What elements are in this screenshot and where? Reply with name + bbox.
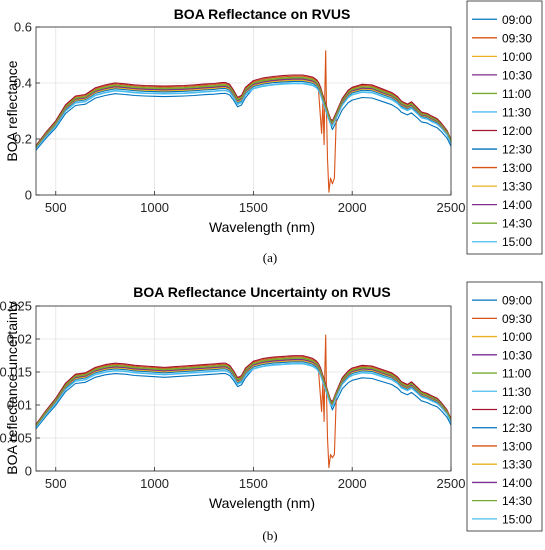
chart-a-lines [35,50,452,193]
chart-b-ytick-label: 0.015 [0,365,32,380]
chart-b-legend: 09:00 09:30 10:00 10:30 11:00 11:30 12:00 12:30… [466,281,543,532]
chart-b-legend-label: 14:30 [502,494,532,508]
chart-b-legend-label: 12:00 [502,403,532,417]
chart-a-ticks: 500 1000 1500 2000 2500 0 0.2 0.4 0.6 [14,20,466,216]
chart-a-legend-label: 14:30 [502,217,532,231]
chart-a-series-1430 [35,77,452,148]
chart-a-plot-area [36,27,451,195]
chart-a-xtick-label: 2000 [338,200,367,215]
chart-b-ytick-label: 0.005 [0,431,32,446]
chart-b-lines [35,334,452,469]
chart-b-series-1230 [35,361,452,428]
chart-a-xtick-label: 1500 [239,200,268,215]
chart-a-axes-frame [35,26,452,196]
chart-b-xtick-label: 1500 [239,476,268,491]
chart-b-legend-label: 10:00 [502,330,532,344]
chart-a-legend-label: 12:00 [502,124,532,138]
chart-b-xtick-label: 2500 [437,476,466,491]
chart-a-ylabel: BOA reflectance [4,60,20,161]
chart-a-ytick-label: 0.4 [14,76,32,91]
chart-b-ytick-label: 0 [25,464,32,479]
chart-b-xtick-label: 500 [45,476,67,491]
chart-b-ytick-label: 0.025 [0,299,32,314]
chart-a-series-0930 [35,50,452,193]
chart-b-xtick-label: 1000 [140,476,169,491]
chart-a-legend-label: 09:00 [502,13,532,27]
chart-b-title: BOA Reflectance Uncertainty on RVUS [133,284,391,300]
chart-b-legend-label: 11:30 [502,385,531,399]
caption-a: (a) [263,250,277,265]
chart-b-legend-label: 13:00 [502,439,532,453]
chart-a-ytick-label: 0.6 [14,20,32,35]
chart-a-series-1230 [35,80,452,149]
chart-b-legend-label: 09:00 [502,294,532,308]
chart-a-legend-label: 10:00 [502,50,532,64]
chart-b-legend-box [466,281,543,532]
chart-a-legend-label: 13:00 [502,161,532,175]
chart-a-series-1500 [35,83,452,150]
chart-b-series-1500 [35,363,452,429]
chart-a-xtick-label: 1000 [140,200,169,215]
chart-b-ytick-label: 0.01 [7,398,32,413]
chart-a-legend-box [466,0,543,255]
chart-a-series-1330 [35,79,452,148]
chart-a-legend-label: 10:30 [502,68,532,82]
chart-b-series-0930 [35,334,452,469]
chart-b-xlabel: Wavelength (nm) [209,495,315,511]
chart-b-series-1400 [35,359,452,427]
chart-b-plot-area [36,306,451,471]
caption-b: (b) [262,528,277,543]
chart-b-ylabel: BOA reflectance uncertainty [4,301,20,475]
chart-b-legend-label: 15:00 [502,512,532,526]
chart-b-series-1200 [35,355,452,425]
chart-a-legend-label: 13:30 [502,180,532,194]
chart-a-legend-label: 09:30 [502,31,532,45]
chart-a-legend-label: 14:00 [502,198,532,212]
chart-a-legend-label: 11:00 [502,87,531,101]
chart-b-ytick-label: 0.02 [7,332,32,347]
chart-a-ytick-label: 0 [25,188,32,203]
chart-a-xtick-label: 2500 [437,200,466,215]
chart-b-legend-label: 10:30 [502,348,532,362]
chart-b-legend-label: 13:30 [502,458,532,472]
chart-b-ticks: 500 1000 1500 2000 2500 0 0.005 0.01 0.015 0.02 0.… [0,299,465,492]
chart-b-xtick-label: 2000 [338,476,367,491]
chart-a-title: BOA Reflectance on RVUS [174,6,351,22]
chart-a-legend-label: 12:30 [502,143,532,157]
chart-a-series-1400 [35,78,452,148]
chart-b-axes-frame [35,305,452,472]
chart-b-legend-label: 11:00 [502,367,531,381]
chart-a: BOA Reflectance on RVUS 500 1000 1500 2000 2… [4,0,543,255]
chart-b-legend-label: 09:30 [502,312,532,326]
chart-a-series-1200 [35,74,452,146]
chart-a-legend-label: 11:30 [502,105,531,119]
chart-a-ytick-label: 0.2 [14,132,32,147]
chart-a-legend-label: 15:00 [502,235,532,249]
chart-b-series-1430 [35,357,452,426]
chart-b-legend-label: 12:30 [502,421,532,435]
chart-a-legend: 09:00 09:30 10:00 10:30 11:00 11:30 12:00 12:30… [466,0,543,255]
chart-a-xlabel: Wavelength (nm) [209,219,315,235]
chart-b-legend-label: 14:00 [502,476,532,490]
chart-b: BOA Reflectance Uncertainty on RVUS 500 1… [0,281,543,532]
chart-a-xtick-label: 500 [45,200,67,215]
